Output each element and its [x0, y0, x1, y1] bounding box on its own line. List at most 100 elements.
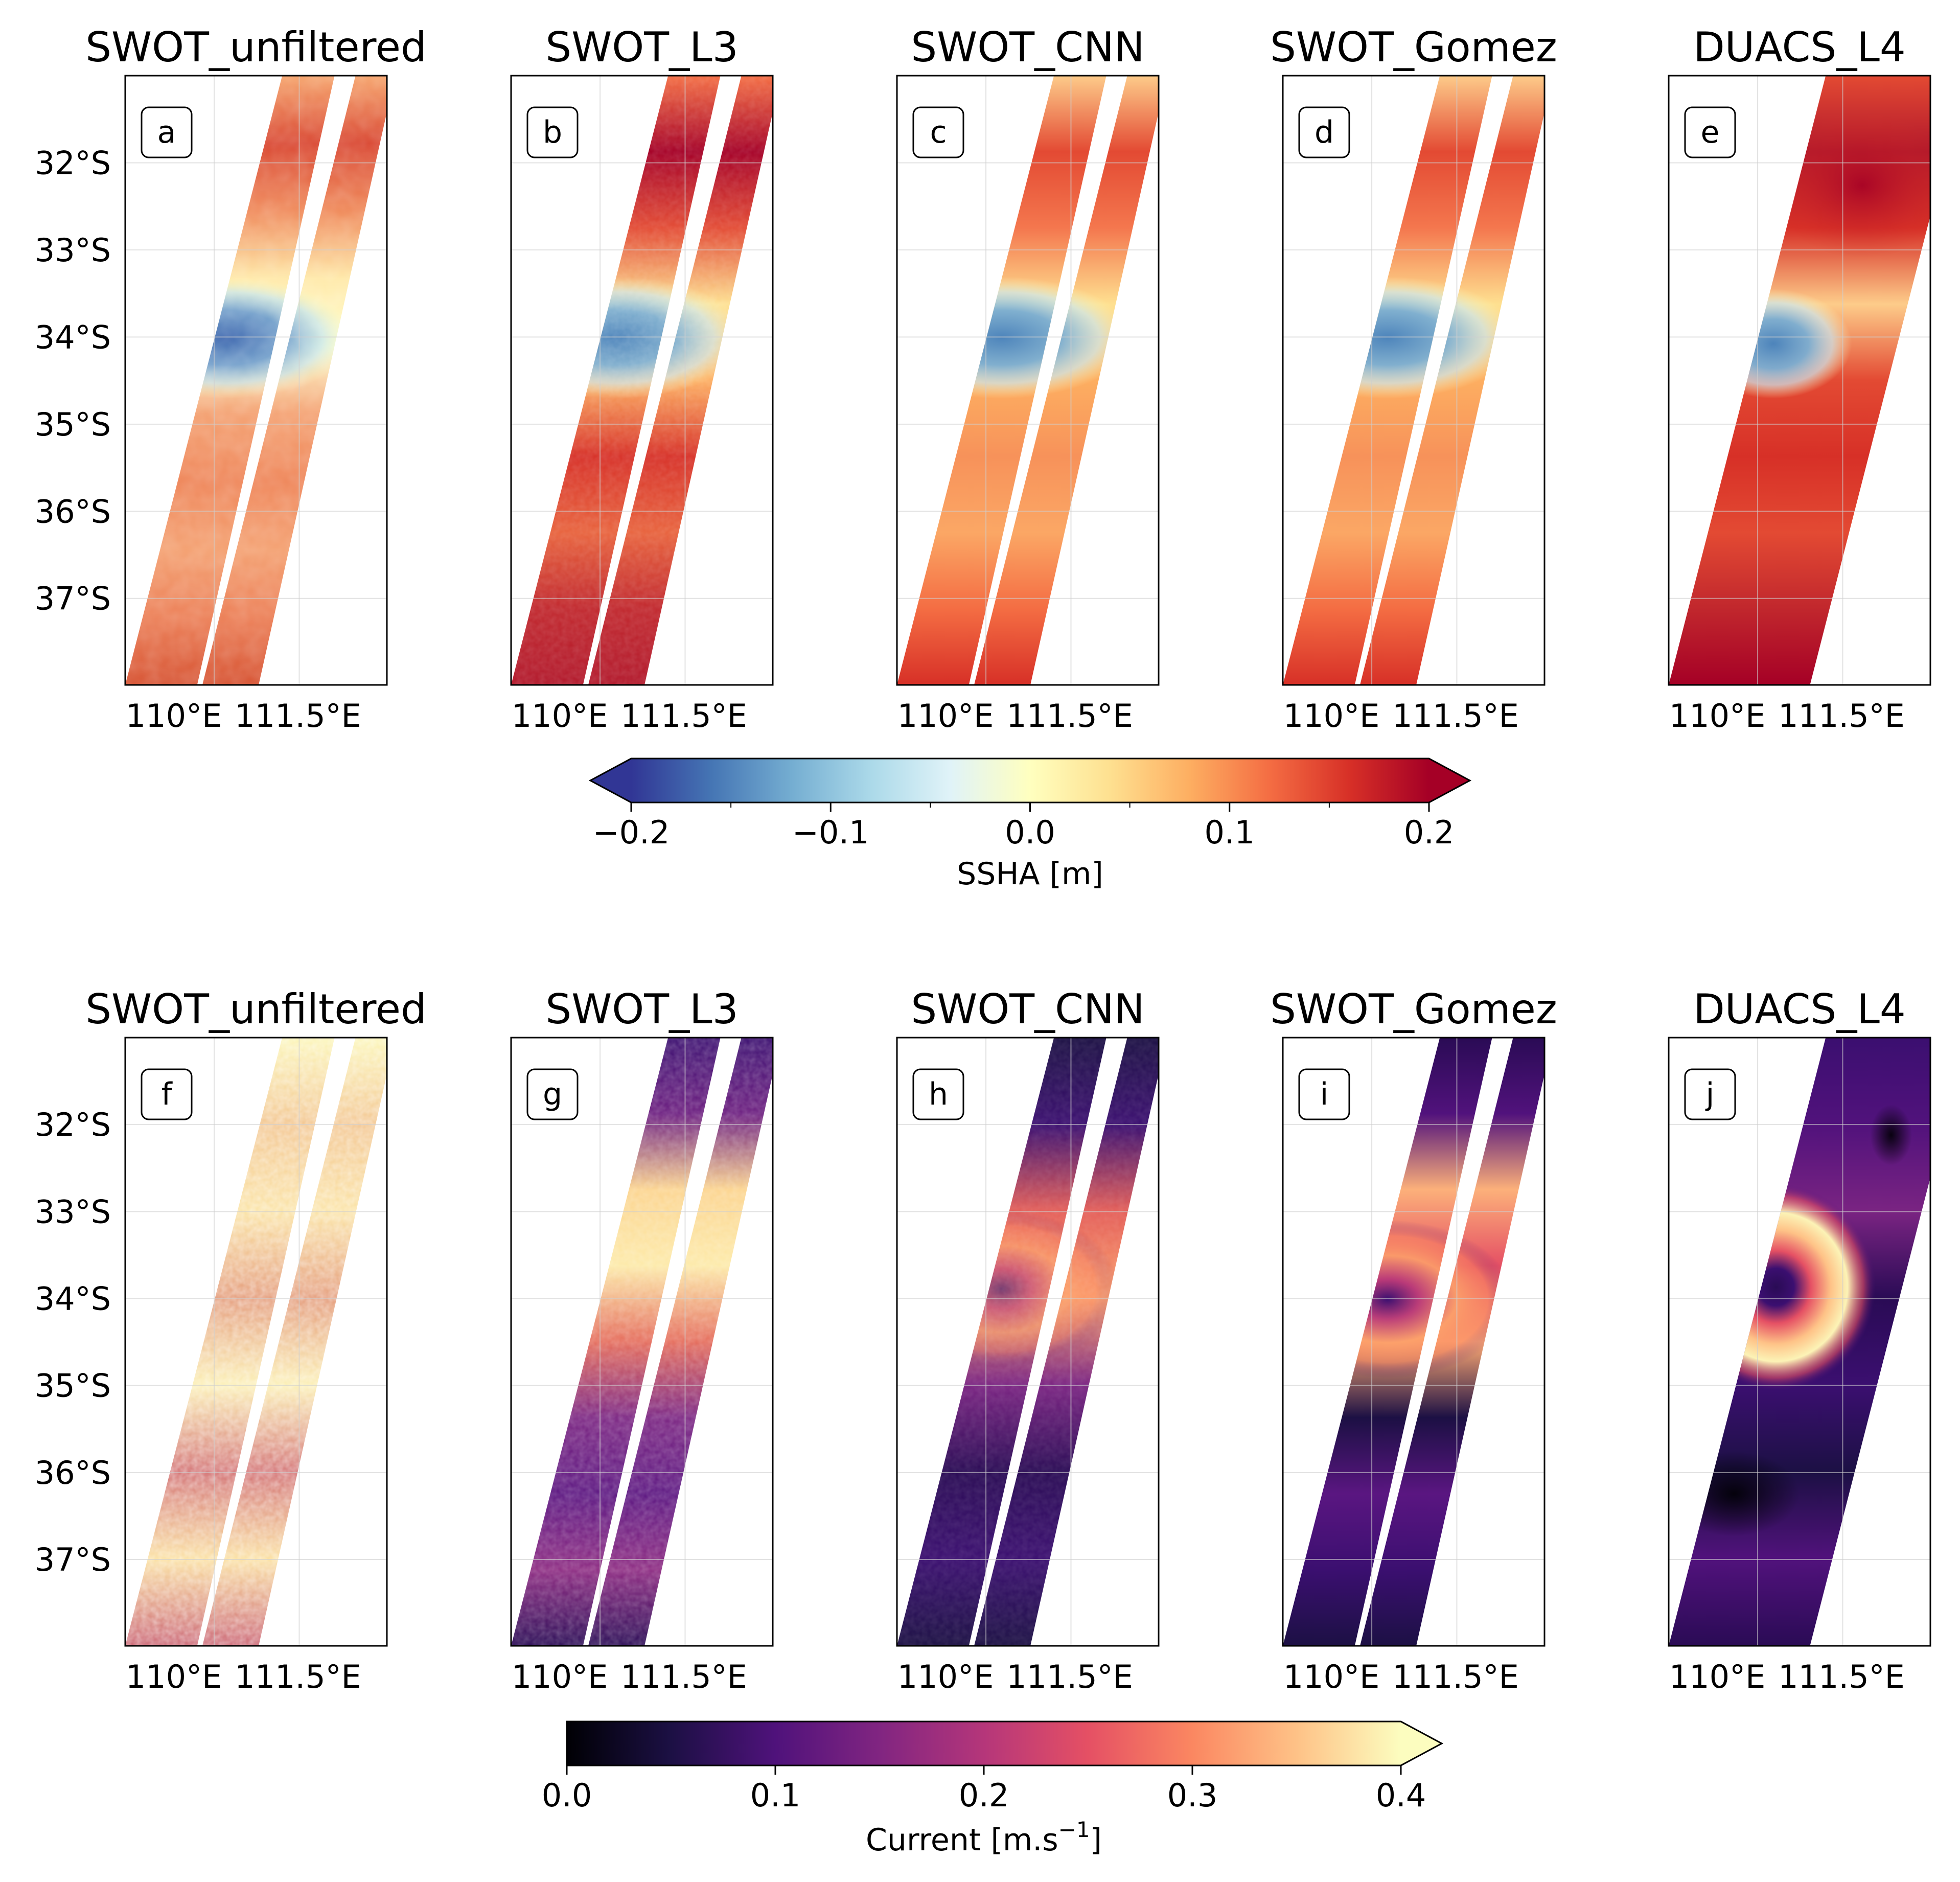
swath-data — [1669, 1038, 1930, 1646]
panel-title: SWOT_L3 — [545, 985, 738, 1033]
y-tick-label: 37°S — [35, 580, 111, 617]
panel-frame — [510, 1037, 774, 1647]
swath-data — [1669, 76, 1930, 685]
x-tick-label: 111.5°E — [1006, 1658, 1133, 1695]
panel-letter: e — [1684, 106, 1736, 158]
y-tick-label: 33°S — [35, 232, 111, 269]
y-tick-label: 36°S — [35, 1454, 111, 1491]
panel-letter-text: f — [161, 1076, 173, 1112]
x-tick-label: 111.5°E — [235, 697, 361, 735]
colorbar-extend-min — [590, 759, 631, 802]
panel-frame — [1668, 1037, 1931, 1647]
panel-letter: j — [1684, 1068, 1736, 1120]
gridlines — [1283, 76, 1544, 685]
noise-texture — [125, 1038, 387, 1646]
swath-data — [1283, 1038, 1544, 1646]
colorbar-label: Current [m.s−1] — [866, 1817, 1102, 1858]
x-tick-label: 110°E — [1669, 1658, 1766, 1695]
gridlines — [1669, 76, 1930, 685]
dark-spot — [1669, 1451, 1800, 1536]
gridlines — [511, 1038, 773, 1646]
panel-letter: g — [526, 1068, 579, 1120]
panel-frame — [510, 75, 774, 686]
eddy — [1695, 289, 1852, 399]
panel-letter-text: e — [1701, 114, 1720, 150]
eddy-ring — [1676, 1183, 1876, 1391]
colorbar-outline — [566, 1720, 1444, 1766]
panel-j: DUACS_L4j 110°E 111.5°E — [1668, 985, 1931, 1695]
panel-letter-text: g — [543, 1076, 562, 1112]
gridlines — [125, 1038, 387, 1646]
y-tick-label: 36°S — [35, 493, 111, 530]
panel-letter-text: h — [929, 1076, 948, 1112]
panel-letter: a — [141, 106, 193, 158]
x-tick-label: 111.5°E — [1006, 697, 1133, 735]
eddy — [1283, 277, 1518, 399]
panel-title: SWOT_unfiltered — [85, 985, 426, 1033]
swath-data — [1283, 76, 1544, 685]
gridlines — [897, 1038, 1159, 1646]
panel-title: SWOT_CNN — [911, 985, 1144, 1033]
panel-title: DUACS_L4 — [1693, 985, 1906, 1033]
swath-data — [125, 76, 387, 685]
colorbar-tick-label: 0.4 — [1376, 1777, 1426, 1814]
colorbar-tick-label: 0.0 — [542, 1777, 592, 1814]
x-tick-label: 110°E — [1283, 697, 1380, 735]
x-tick-label: 110°E — [126, 1658, 222, 1695]
panel-frame — [124, 1037, 388, 1647]
panel-frame — [1282, 75, 1546, 686]
x-tick-label: 111.5°E — [235, 1658, 361, 1695]
panel-title: SWOT_CNN — [911, 24, 1144, 71]
panel-letter: d — [1298, 106, 1350, 158]
panel-letter: h — [912, 1068, 964, 1120]
gridlines — [1283, 1038, 1544, 1646]
colorbar-ssha: −0.2 −0.1 0.0 0.1 0.2 SSHA [m] — [588, 758, 1472, 892]
panel-letter-text: d — [1315, 114, 1334, 150]
swath-data — [897, 1038, 1159, 1646]
panel-frame — [124, 75, 388, 686]
panel-e: DUACS_L4e 110°E 111.5°E — [1668, 24, 1931, 735]
y-tick-label: 32°S — [35, 1106, 111, 1143]
panel-letter-text: b — [543, 114, 562, 150]
gridlines — [125, 76, 387, 685]
x-tick-label: 111.5°E — [1778, 1658, 1905, 1695]
colorbar-tick-label: 0.1 — [750, 1777, 801, 1814]
eddy-ring — [1283, 1220, 1513, 1379]
gridlines — [1669, 1038, 1930, 1646]
eddy — [897, 277, 1133, 399]
panel-title: DUACS_L4 — [1693, 24, 1906, 71]
panel-g: SWOT_L3g 110°E 111.5°E — [510, 985, 774, 1695]
colorbar-label: SSHA [m] — [957, 856, 1103, 892]
panel-frame — [1668, 75, 1931, 686]
colorbar-gradient — [631, 759, 1429, 802]
x-tick-label: 110°E — [1669, 697, 1766, 735]
swath-data — [511, 1038, 773, 1646]
colorbar-tick-label: 0.3 — [1167, 1777, 1218, 1814]
panel-title: SWOT_Gomez — [1270, 985, 1557, 1033]
panel-frame — [896, 1037, 1160, 1647]
x-tick-label: 110°E — [126, 697, 222, 735]
x-tick-label: 111.5°E — [620, 697, 747, 735]
panel-title: SWOT_L3 — [545, 24, 738, 71]
colorbar-extend-max — [1429, 759, 1470, 802]
panel-letter: i — [1298, 1068, 1350, 1120]
warm-anomaly — [1770, 112, 1930, 259]
panel-frame — [1282, 1037, 1546, 1647]
swath-data — [125, 1038, 387, 1646]
x-tick-label: 110°E — [897, 697, 994, 735]
panel-letter-text: c — [930, 114, 947, 150]
colorbar-current: 0.0 0.1 0.2 0.3 0.4 Current [m.s−1] — [542, 1720, 1444, 1858]
colorbar-tick-label: 0.2 — [959, 1777, 1009, 1814]
y-tick-label: 37°S — [35, 1541, 111, 1578]
gridlines — [511, 76, 773, 685]
swath-data — [511, 76, 773, 685]
x-tick-label: 111.5°E — [1392, 697, 1519, 735]
noise-texture — [511, 76, 773, 685]
x-tick-label: 111.5°E — [1778, 697, 1905, 735]
y-tick-label: 33°S — [35, 1193, 111, 1230]
